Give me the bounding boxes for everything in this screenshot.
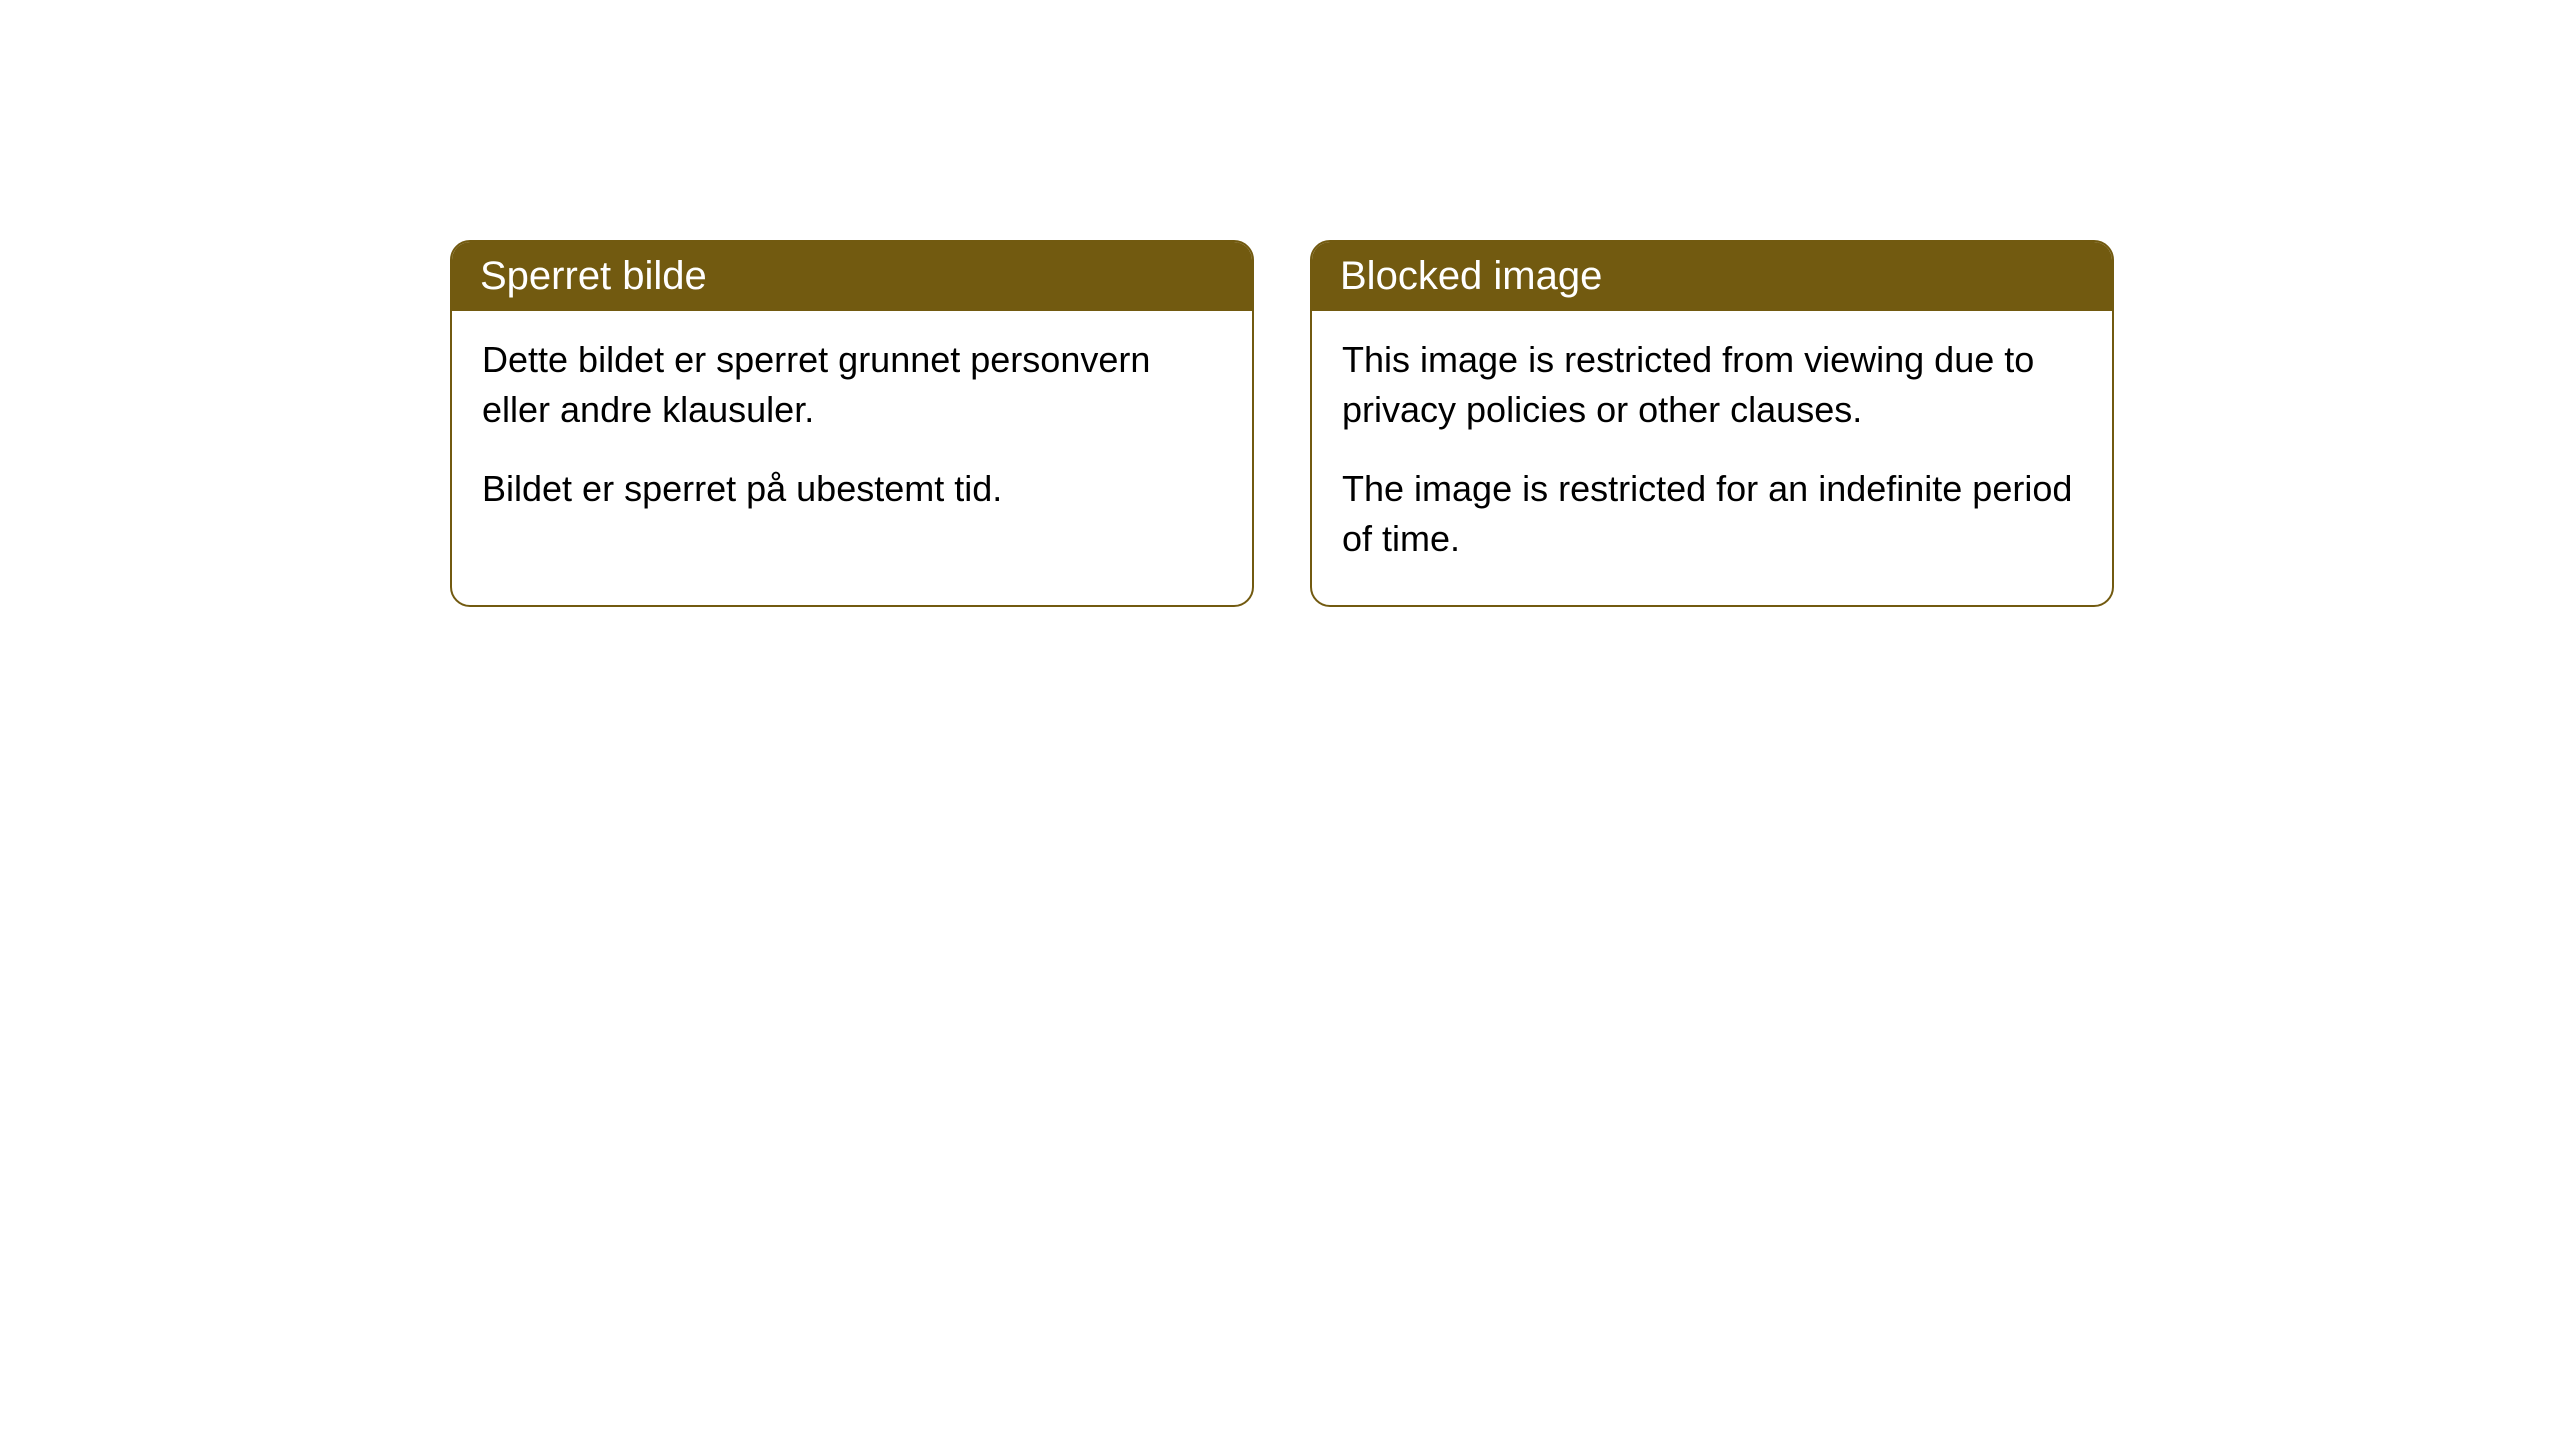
card-header: Blocked image — [1312, 242, 2112, 311]
card-english: Blocked image This image is restricted f… — [1310, 240, 2114, 607]
card-header: Sperret bilde — [452, 242, 1252, 311]
card-norwegian: Sperret bilde Dette bildet er sperret gr… — [450, 240, 1254, 607]
card-title: Blocked image — [1340, 254, 1602, 298]
card-body: Dette bildet er sperret grunnet personve… — [452, 311, 1252, 554]
card-paragraph: The image is restricted for an indefinit… — [1342, 464, 2082, 565]
card-paragraph: Bildet er sperret på ubestemt tid. — [482, 464, 1222, 514]
card-title: Sperret bilde — [480, 254, 707, 298]
card-paragraph: Dette bildet er sperret grunnet personve… — [482, 335, 1222, 436]
cards-container: Sperret bilde Dette bildet er sperret gr… — [450, 240, 2560, 607]
card-paragraph: This image is restricted from viewing du… — [1342, 335, 2082, 436]
card-body: This image is restricted from viewing du… — [1312, 311, 2112, 605]
